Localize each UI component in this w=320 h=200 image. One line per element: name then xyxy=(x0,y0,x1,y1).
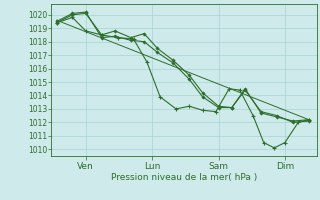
X-axis label: Pression niveau de la mer( hPa ): Pression niveau de la mer( hPa ) xyxy=(111,173,257,182)
